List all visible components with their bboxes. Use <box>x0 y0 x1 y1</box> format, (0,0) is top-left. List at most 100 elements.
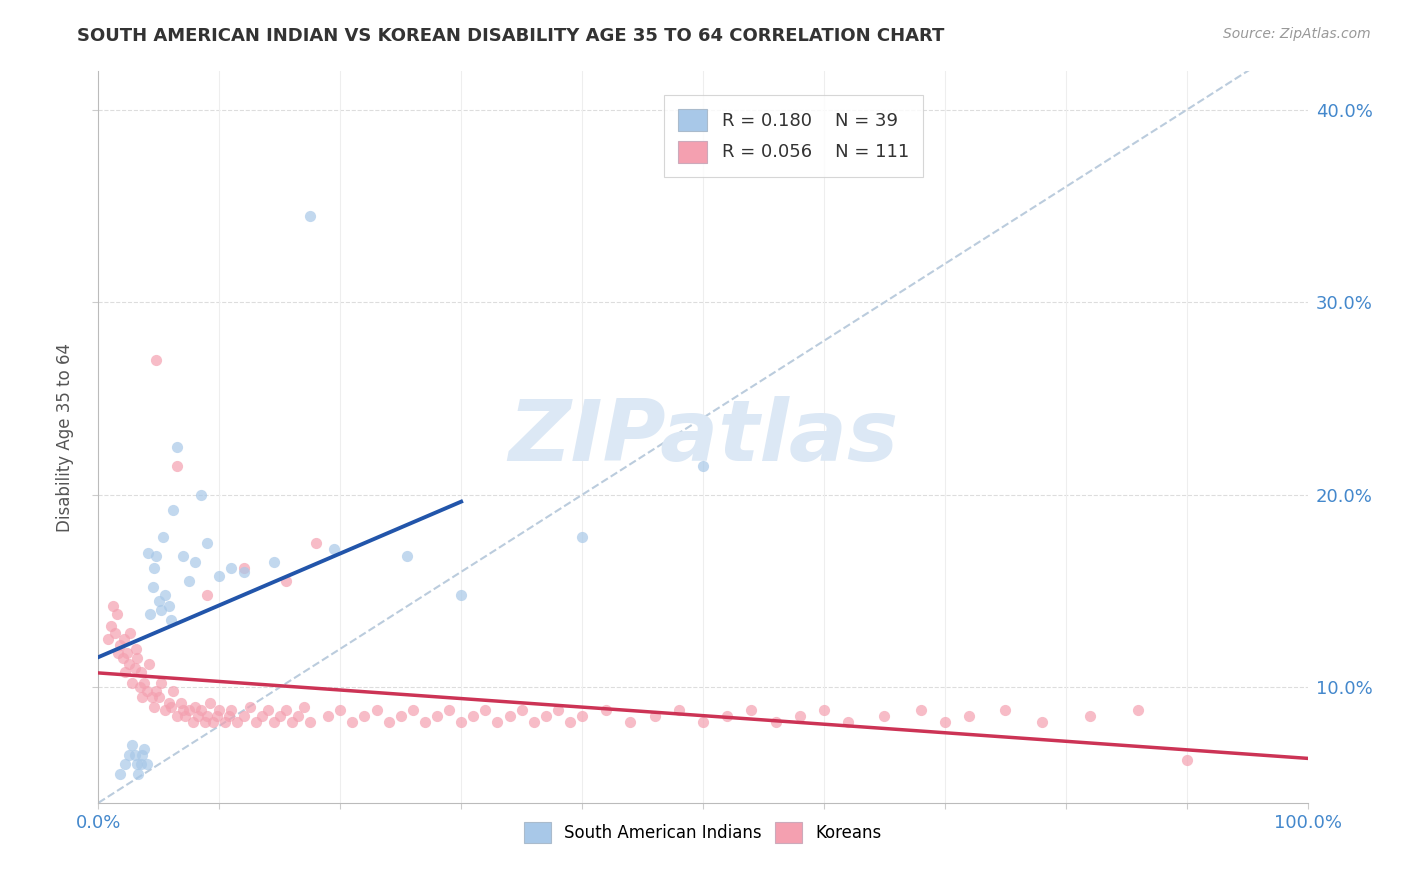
Point <box>145 353 167 368</box>
Text: Source: ZipAtlas.com: Source: ZipAtlas.com <box>1223 27 1371 41</box>
Point <box>195 709 218 723</box>
Point <box>143 699 166 714</box>
Point <box>232 565 254 579</box>
Point <box>134 742 156 756</box>
Point <box>250 709 273 723</box>
Point <box>837 714 859 729</box>
Point <box>108 767 131 781</box>
Point <box>195 588 218 602</box>
Point <box>174 709 197 723</box>
Point <box>813 703 835 717</box>
Point <box>121 738 143 752</box>
Point <box>221 561 243 575</box>
Point <box>571 530 593 544</box>
Point <box>148 593 170 607</box>
Point <box>716 709 738 723</box>
Point <box>138 657 160 672</box>
Point <box>129 757 152 772</box>
Point <box>194 714 217 729</box>
Point <box>413 714 436 729</box>
Point <box>389 709 412 723</box>
Point <box>190 488 212 502</box>
Point <box>153 703 176 717</box>
Point <box>100 618 122 632</box>
Point <box>143 561 166 575</box>
Point <box>195 536 218 550</box>
Point <box>184 555 207 569</box>
Point <box>366 703 388 717</box>
Point <box>190 703 212 717</box>
Point <box>205 709 228 723</box>
Point <box>97 632 120 647</box>
Point <box>534 709 557 723</box>
Point <box>162 684 184 698</box>
Point <box>668 703 690 717</box>
Point <box>104 626 127 640</box>
Point <box>558 714 581 729</box>
Point <box>139 607 162 622</box>
Point <box>232 561 254 575</box>
Point <box>571 709 593 723</box>
Text: ZIPatlas: ZIPatlas <box>508 395 898 479</box>
Point <box>127 757 149 772</box>
Point <box>172 703 194 717</box>
Point <box>166 709 188 723</box>
Point <box>208 568 231 582</box>
Point <box>108 638 131 652</box>
Point <box>129 665 152 679</box>
Point <box>184 699 207 714</box>
Point <box>765 714 787 729</box>
Point <box>124 661 146 675</box>
Point <box>274 703 297 717</box>
Point <box>152 530 174 544</box>
Point <box>157 696 180 710</box>
Point <box>299 209 322 223</box>
Point <box>172 549 194 564</box>
Point <box>135 757 157 772</box>
Point <box>232 709 254 723</box>
Point <box>263 555 285 569</box>
Point <box>150 676 173 690</box>
Point <box>692 458 714 473</box>
Point <box>437 703 460 717</box>
Point <box>131 690 153 704</box>
Point <box>118 747 141 762</box>
Point <box>305 536 328 550</box>
Point <box>957 709 980 723</box>
Point <box>169 696 191 710</box>
Point <box>426 709 449 723</box>
Point <box>114 665 136 679</box>
Point <box>145 684 167 698</box>
Point <box>463 709 485 723</box>
Text: SOUTH AMERICAN INDIAN VS KOREAN DISABILITY AGE 35 TO 64 CORRELATION CHART: SOUTH AMERICAN INDIAN VS KOREAN DISABILI… <box>77 27 945 45</box>
Point <box>141 690 163 704</box>
Point <box>198 696 221 710</box>
Point <box>239 699 262 714</box>
Point <box>329 703 352 717</box>
Point <box>131 747 153 762</box>
Point <box>181 714 204 729</box>
Point <box>160 613 183 627</box>
Point <box>118 657 141 672</box>
Point <box>474 703 496 717</box>
Point <box>353 709 375 723</box>
Point <box>179 703 201 717</box>
Point <box>395 549 418 564</box>
Point <box>1078 709 1101 723</box>
Point <box>124 747 146 762</box>
Point <box>214 714 236 729</box>
Point <box>402 703 425 717</box>
Point <box>256 703 278 717</box>
Point <box>281 714 304 729</box>
Point <box>498 709 520 723</box>
Point <box>994 703 1017 717</box>
Legend: South American Indians, Koreans: South American Indians, Koreans <box>517 815 889 849</box>
Point <box>179 574 201 589</box>
Text: 0.0%: 0.0% <box>76 814 121 832</box>
Point <box>486 714 509 729</box>
Point <box>692 714 714 729</box>
Point <box>162 503 184 517</box>
Point <box>263 714 285 729</box>
Point <box>187 709 209 723</box>
Point <box>934 714 956 729</box>
